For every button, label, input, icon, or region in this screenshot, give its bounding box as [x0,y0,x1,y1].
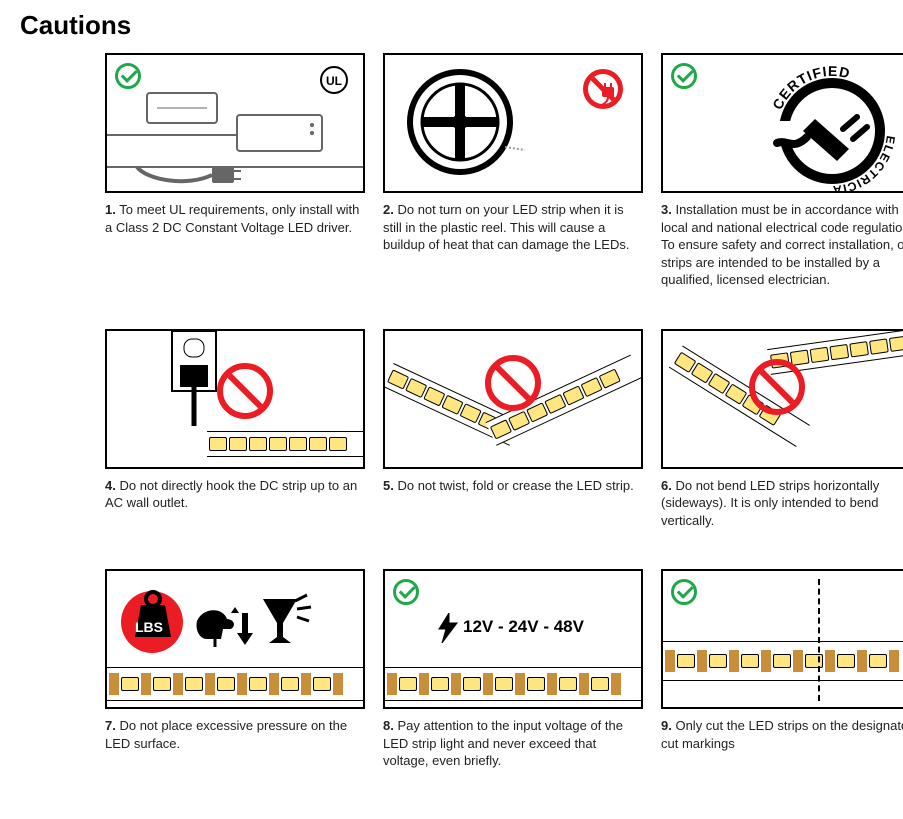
no-icon [217,363,273,419]
caution-5: 5. Do not twist, fold or crease the LED … [383,329,643,530]
led-strip-icon [107,667,365,701]
caution-7-caption: 7. Do not place excessive pressure on th… [105,717,365,752]
down-arrow-icon [235,613,255,647]
caution-4: 4. Do not directly hook the DC strip up … [105,329,365,530]
led-strip-icon [385,667,643,701]
lbs-label: LBS [135,619,163,635]
caution-5-illustration [383,329,643,469]
caution-8-illustration: 12V - 24V - 48V [383,569,643,709]
caution-8: 12V - 24V - 48V 8. Pay attention to the … [383,569,643,770]
caution-3: CERTIFIED ELECTRICIAN 3. Installation mu… [661,53,903,289]
caution-9: 9. Only cut the LED strips on the design… [661,569,903,770]
ok-icon [671,579,697,605]
certified-electrician-icon: CERTIFIED ELECTRICIAN [757,61,903,191]
ok-icon [671,63,697,89]
voltage-label: 12V - 24V - 48V [463,617,584,637]
bolt-icon [437,613,459,643]
caution-7-illustration: LBS [105,569,365,709]
caution-8-caption: 8. Pay attention to the input voltage of… [383,717,643,770]
glass-icon [257,593,313,649]
caution-1-caption: 1. To meet UL requirements, only install… [105,201,365,236]
driver-diagram-icon [107,55,365,193]
no-plug-icon [583,69,623,109]
cautions-grid: UL 1. To meet UL requirements, only [10,53,893,770]
ok-icon [393,579,419,605]
caution-1-illustration: UL [105,53,365,193]
cut-line-icon [818,579,820,701]
no-icon [485,355,541,411]
led-strip-icon [663,641,903,681]
caution-6-caption: 6. Do not bend LED strips horizontally (… [661,477,903,530]
led-strip-icon [207,431,365,457]
caution-4-caption: 4. Do not directly hook the DC strip up … [105,477,365,512]
caution-2: 2. Do not turn on your LED strip when it… [383,53,643,289]
caution-9-illustration [661,569,903,709]
no-icon [749,359,805,415]
caution-5-caption: 5. Do not twist, fold or crease the LED … [383,477,643,495]
caution-3-caption: 3. Installation must be in accordance wi… [661,201,903,289]
reel-icon [405,67,525,187]
caution-9-caption: 9. Only cut the LED strips on the design… [661,717,903,752]
caution-2-caption: 2. Do not turn on your LED strip when it… [383,201,643,254]
caution-7: LBS 7. Do not place excessive pressure o… [105,569,365,770]
caution-3-illustration: CERTIFIED ELECTRICIAN [661,53,903,193]
caution-4-illustration [105,329,365,469]
page-title: Cautions [20,10,893,41]
caution-1: UL 1. To meet UL requirements, only [105,53,365,289]
caution-6: 6. Do not bend LED strips horizontally (… [661,329,903,530]
caution-2-illustration [383,53,643,193]
caution-6-illustration [661,329,903,469]
